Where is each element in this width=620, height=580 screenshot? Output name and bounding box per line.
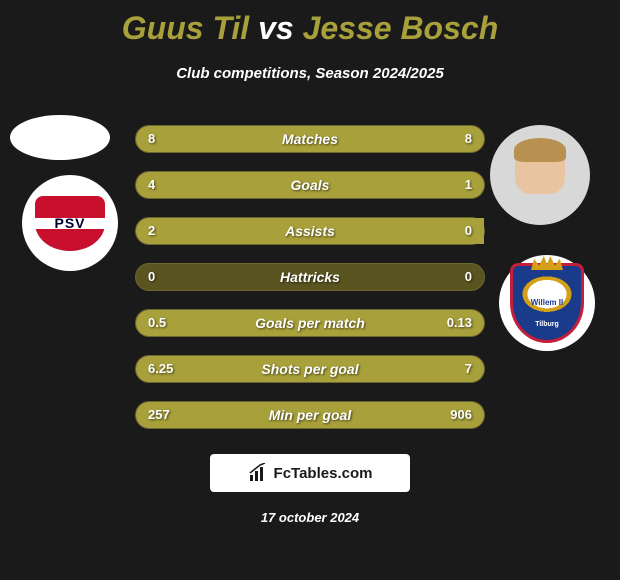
footer-date: 17 october 2024 [0, 510, 620, 525]
willem-shield-icon: Willem II Tilburg [510, 263, 584, 343]
stat-row: 88Matches [135, 125, 485, 153]
player-hair-icon [514, 138, 566, 162]
club-left-name: PSV [54, 215, 85, 231]
brand-chart-icon [248, 463, 268, 483]
player1-photo [10, 115, 110, 160]
stat-row: 0.50.13Goals per match [135, 309, 485, 337]
player2-photo [490, 125, 590, 225]
club-right-sub: Tilburg [535, 321, 559, 328]
stat-label: Goals [136, 172, 484, 198]
stat-label: Min per goal [136, 402, 484, 428]
psv-shield-icon: PSV [35, 196, 105, 251]
stat-label: Shots per goal [136, 356, 484, 382]
brand-text: FcTables.com [274, 465, 373, 482]
player1-name: Guus Til [122, 10, 249, 46]
footer-brand: FcTables.com [210, 454, 410, 492]
stat-label: Hattricks [136, 264, 484, 290]
stat-label: Matches [136, 126, 484, 152]
stat-label: Goals per match [136, 310, 484, 336]
stats-area: 88Matches 41Goals 20Assists 00Hattricks 0.50… [135, 125, 485, 447]
club-badge-right: Willem II Tilburg [499, 255, 595, 351]
stat-row: 257906Min per goal [135, 401, 485, 429]
stat-label: Assists [136, 218, 484, 244]
vs-label: vs [258, 10, 294, 46]
club-badge-left: PSV [22, 175, 118, 271]
stat-row: 20Assists [135, 217, 485, 245]
player2-name: Jesse Bosch [303, 10, 499, 46]
stat-row: 41Goals [135, 171, 485, 199]
crown-icon [531, 256, 563, 270]
comparison-title: Guus Til vs Jesse Bosch [0, 0, 620, 47]
stat-row: 00Hattricks [135, 263, 485, 291]
subtitle: Club competitions, Season 2024/2025 [0, 65, 620, 82]
club-right-name: Willem II [531, 299, 563, 307]
stat-row: 6.257Shots per goal [135, 355, 485, 383]
